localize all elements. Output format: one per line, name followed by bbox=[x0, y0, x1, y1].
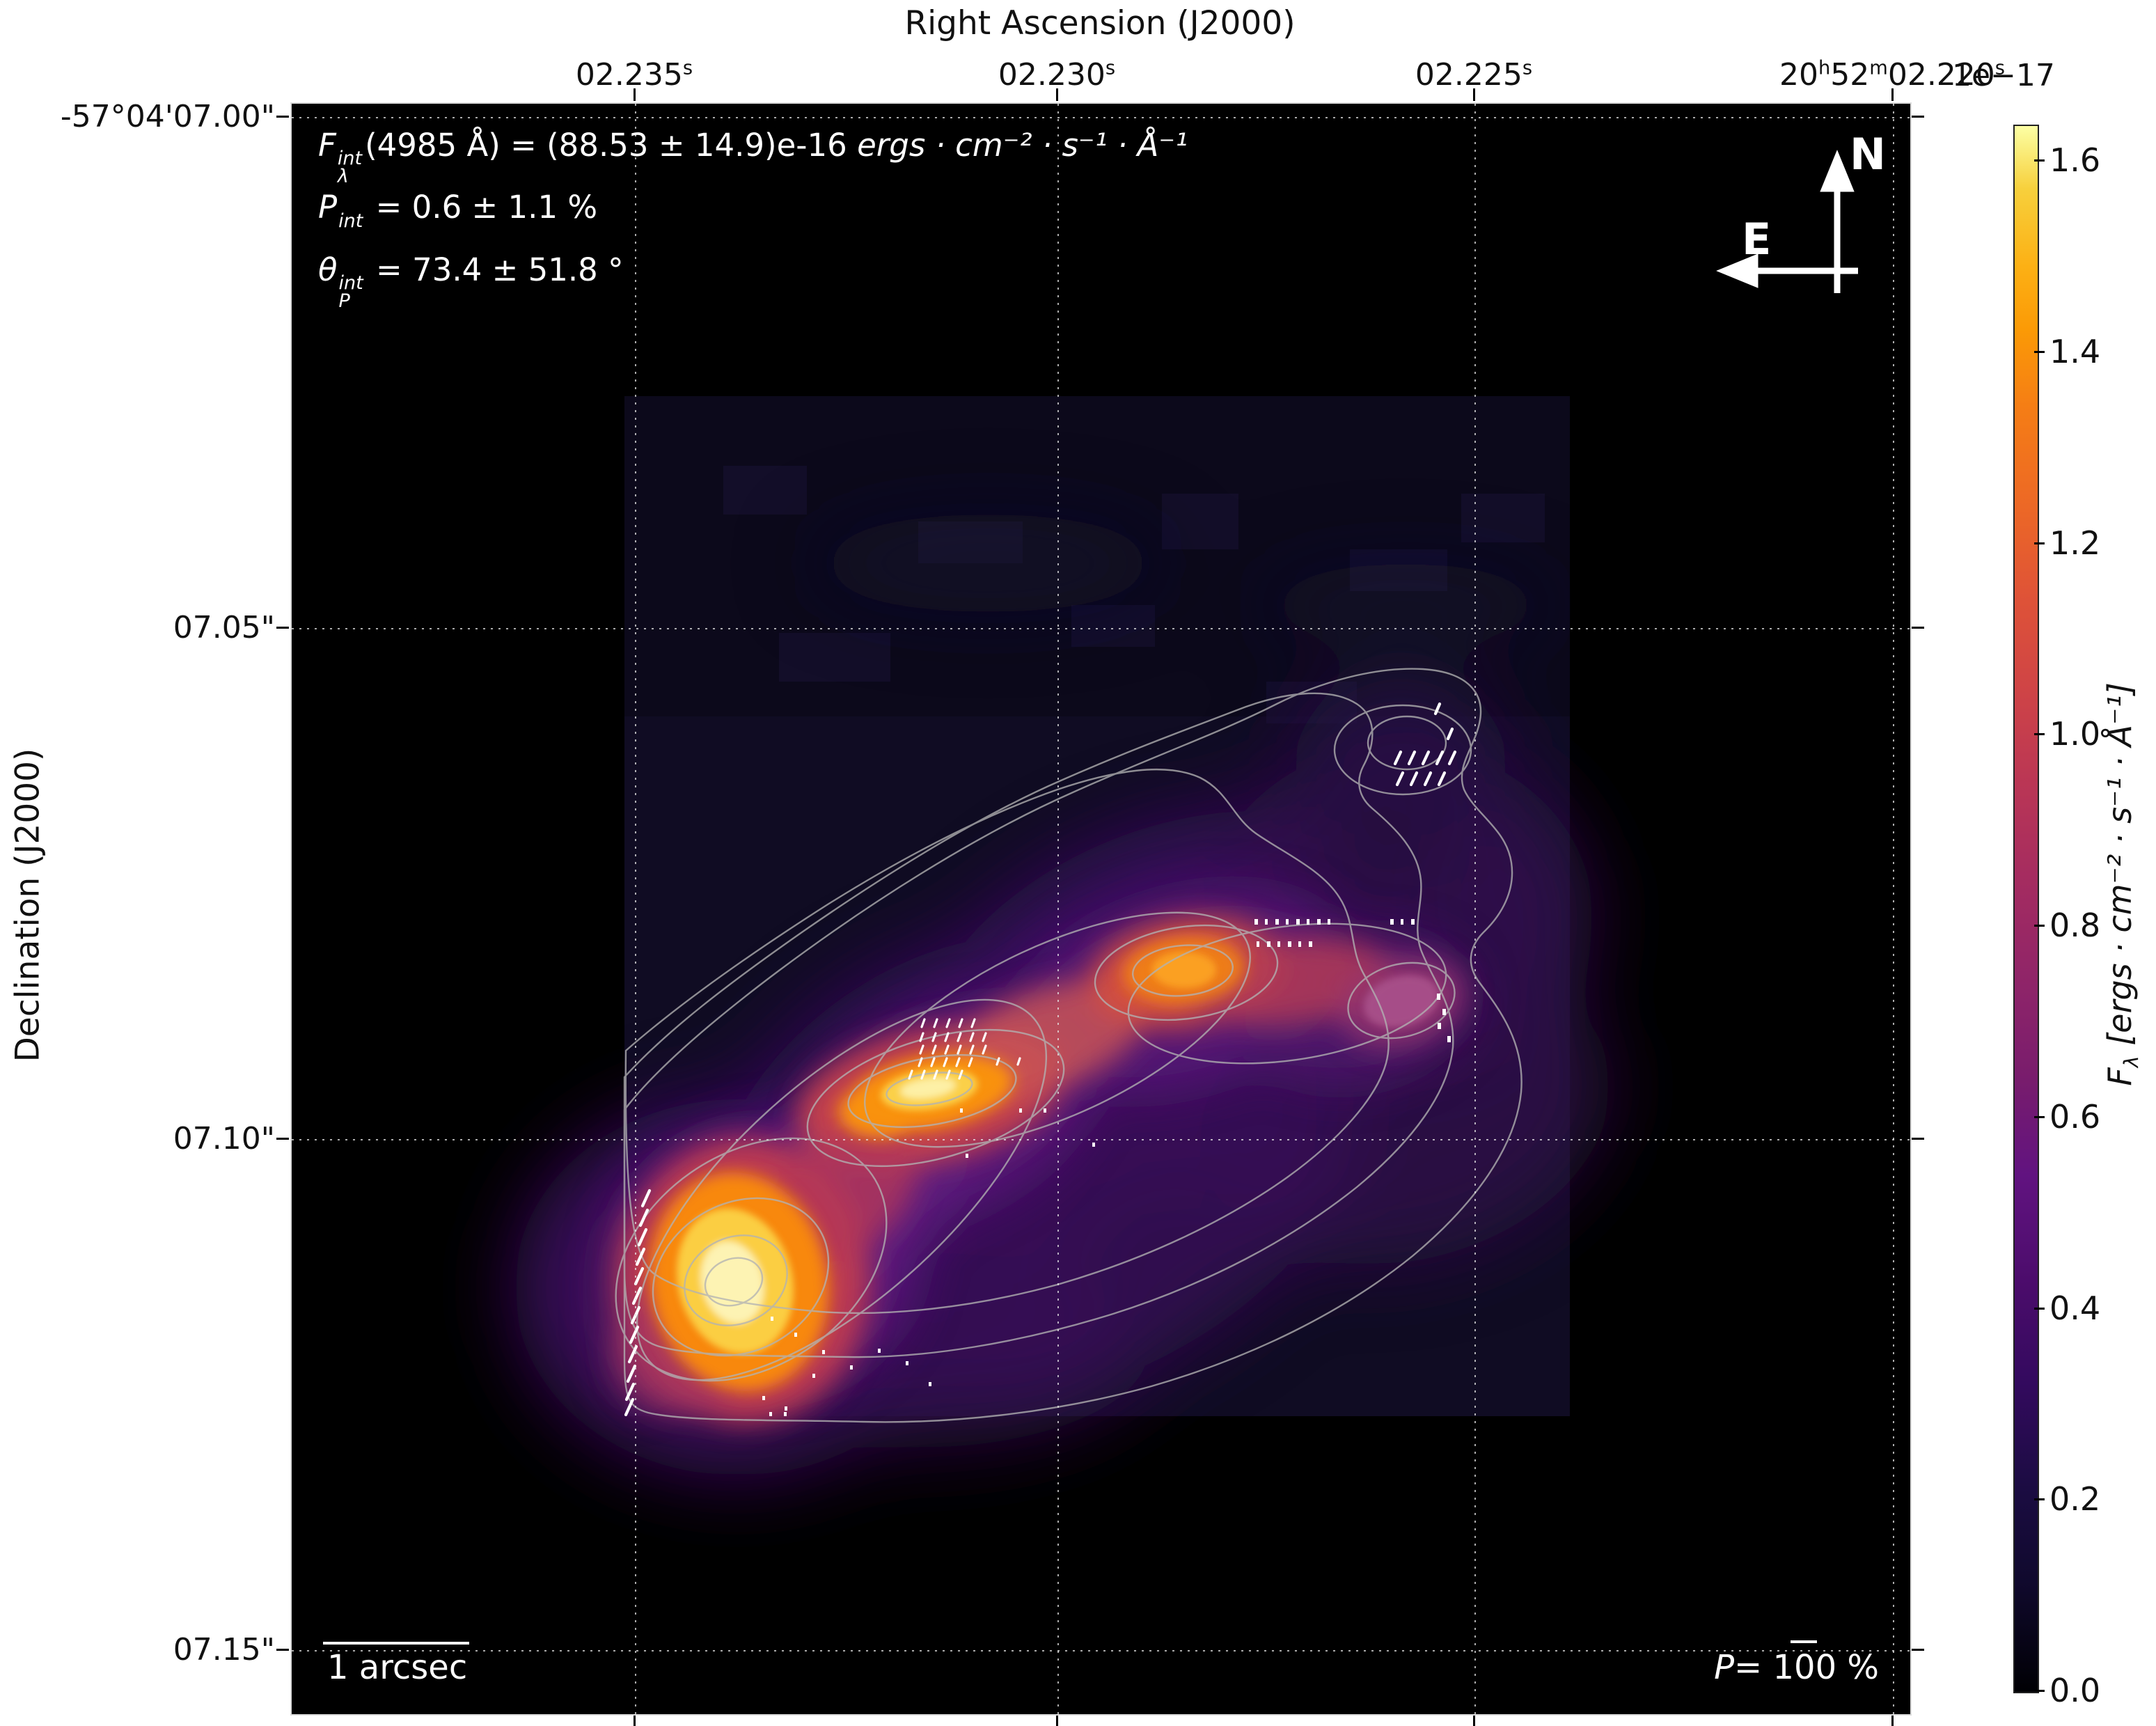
dec-tick-label: -57°04'07.00" bbox=[60, 99, 275, 134]
axis-tick bbox=[1912, 1138, 1924, 1140]
axis-tick bbox=[1056, 88, 1058, 101]
ra-tick-label: 20h52m02.220s bbox=[1779, 57, 2006, 93]
axis-tick bbox=[1473, 88, 1475, 101]
axis-tick bbox=[1473, 1714, 1475, 1726]
axis-tick bbox=[634, 88, 636, 101]
axis-tick bbox=[276, 1649, 289, 1651]
polarization-angle-line: θ int P = 73.4 ± 51.8 ° bbox=[318, 251, 624, 312]
colorbar-tick-label: 0.6 bbox=[2049, 1098, 2101, 1136]
gridline-horizontal bbox=[292, 117, 1910, 118]
colorbar-tick bbox=[2034, 351, 2045, 353]
axis-tick bbox=[1891, 88, 1894, 101]
axis-tick bbox=[634, 1714, 636, 1726]
colorbar-tick bbox=[2034, 925, 2045, 927]
colorbar-offset-label: 1e−17 bbox=[1952, 58, 2055, 93]
polarization-ticks-small bbox=[908, 1018, 1021, 1080]
axis-tick bbox=[276, 116, 289, 118]
colorbar-tick-label: 0.0 bbox=[2049, 1672, 2101, 1709]
colorbar-tick-label: 1.0 bbox=[2049, 715, 2101, 753]
axis-tick bbox=[276, 627, 289, 629]
axis-tick bbox=[1891, 1714, 1894, 1726]
axis-tick bbox=[1912, 627, 1924, 629]
axis-tick bbox=[1912, 1649, 1924, 1651]
flux-heatmap bbox=[514, 396, 1611, 1475]
compass-north-label: N bbox=[1850, 129, 1886, 180]
scale-bar-label: 1 arcsec bbox=[327, 1648, 468, 1687]
colorbar-tick-label: 1.4 bbox=[2049, 333, 2101, 370]
scale-bar bbox=[323, 1642, 469, 1645]
colorbar-tick-label: 0.8 bbox=[2049, 907, 2101, 944]
gridline-vertical bbox=[1893, 104, 1894, 1714]
colorbar-tick-label: 1.2 bbox=[2049, 524, 2101, 562]
polarization-scale-label: P= 100 % bbox=[1714, 1648, 1879, 1687]
gridline-horizontal bbox=[292, 1650, 1910, 1652]
compass-east-label: E bbox=[1742, 214, 1772, 265]
gridline-vertical bbox=[1474, 104, 1476, 1714]
colorbar-tick bbox=[2034, 733, 2045, 735]
colorbar-tick-label: 1.6 bbox=[2049, 141, 2101, 179]
colorbar-tick-label: 0.4 bbox=[2049, 1289, 2101, 1327]
polarization-scale-vector bbox=[1791, 1640, 1817, 1643]
gridline-vertical bbox=[635, 104, 636, 1714]
colorbar-tick bbox=[2034, 1690, 2045, 1692]
colorbar-tick-label: 0.2 bbox=[2049, 1480, 2101, 1518]
dec-tick-label: 07.05" bbox=[173, 610, 275, 645]
colorbar-tick bbox=[2034, 1498, 2045, 1500]
gridline-horizontal bbox=[292, 628, 1910, 629]
y-axis-title: Declination (J2000) bbox=[8, 748, 47, 1062]
colorbar-tick bbox=[2034, 1116, 2045, 1118]
axis-tick bbox=[276, 1138, 289, 1140]
axis-tick bbox=[1056, 1714, 1058, 1726]
colorbar bbox=[2013, 125, 2039, 1693]
ra-tick-label: 02.235s bbox=[575, 57, 693, 93]
colorbar-axis-label: Fλ [ergs · cm⁻² · s⁻¹ · Å⁻¹] bbox=[2100, 682, 2143, 1086]
gridline-horizontal bbox=[292, 1139, 1910, 1140]
ra-tick-label: 02.225s bbox=[1415, 57, 1533, 93]
polarization-dots bbox=[762, 919, 1451, 1416]
colorbar-tick bbox=[2034, 1308, 2045, 1310]
dec-tick-label: 07.10" bbox=[173, 1121, 275, 1156]
colorbar-tick bbox=[2034, 542, 2045, 544]
gridline-vertical bbox=[1057, 104, 1059, 1714]
x-axis-title: Right Ascension (J2000) bbox=[904, 4, 1296, 42]
axis-tick bbox=[1912, 116, 1924, 118]
ra-tick-label: 02.230s bbox=[998, 57, 1116, 93]
flux-contours bbox=[615, 668, 1522, 1423]
dec-tick-label: 07.15" bbox=[173, 1632, 275, 1668]
colorbar-tick bbox=[2034, 159, 2045, 162]
compass-icon bbox=[1716, 150, 1858, 293]
